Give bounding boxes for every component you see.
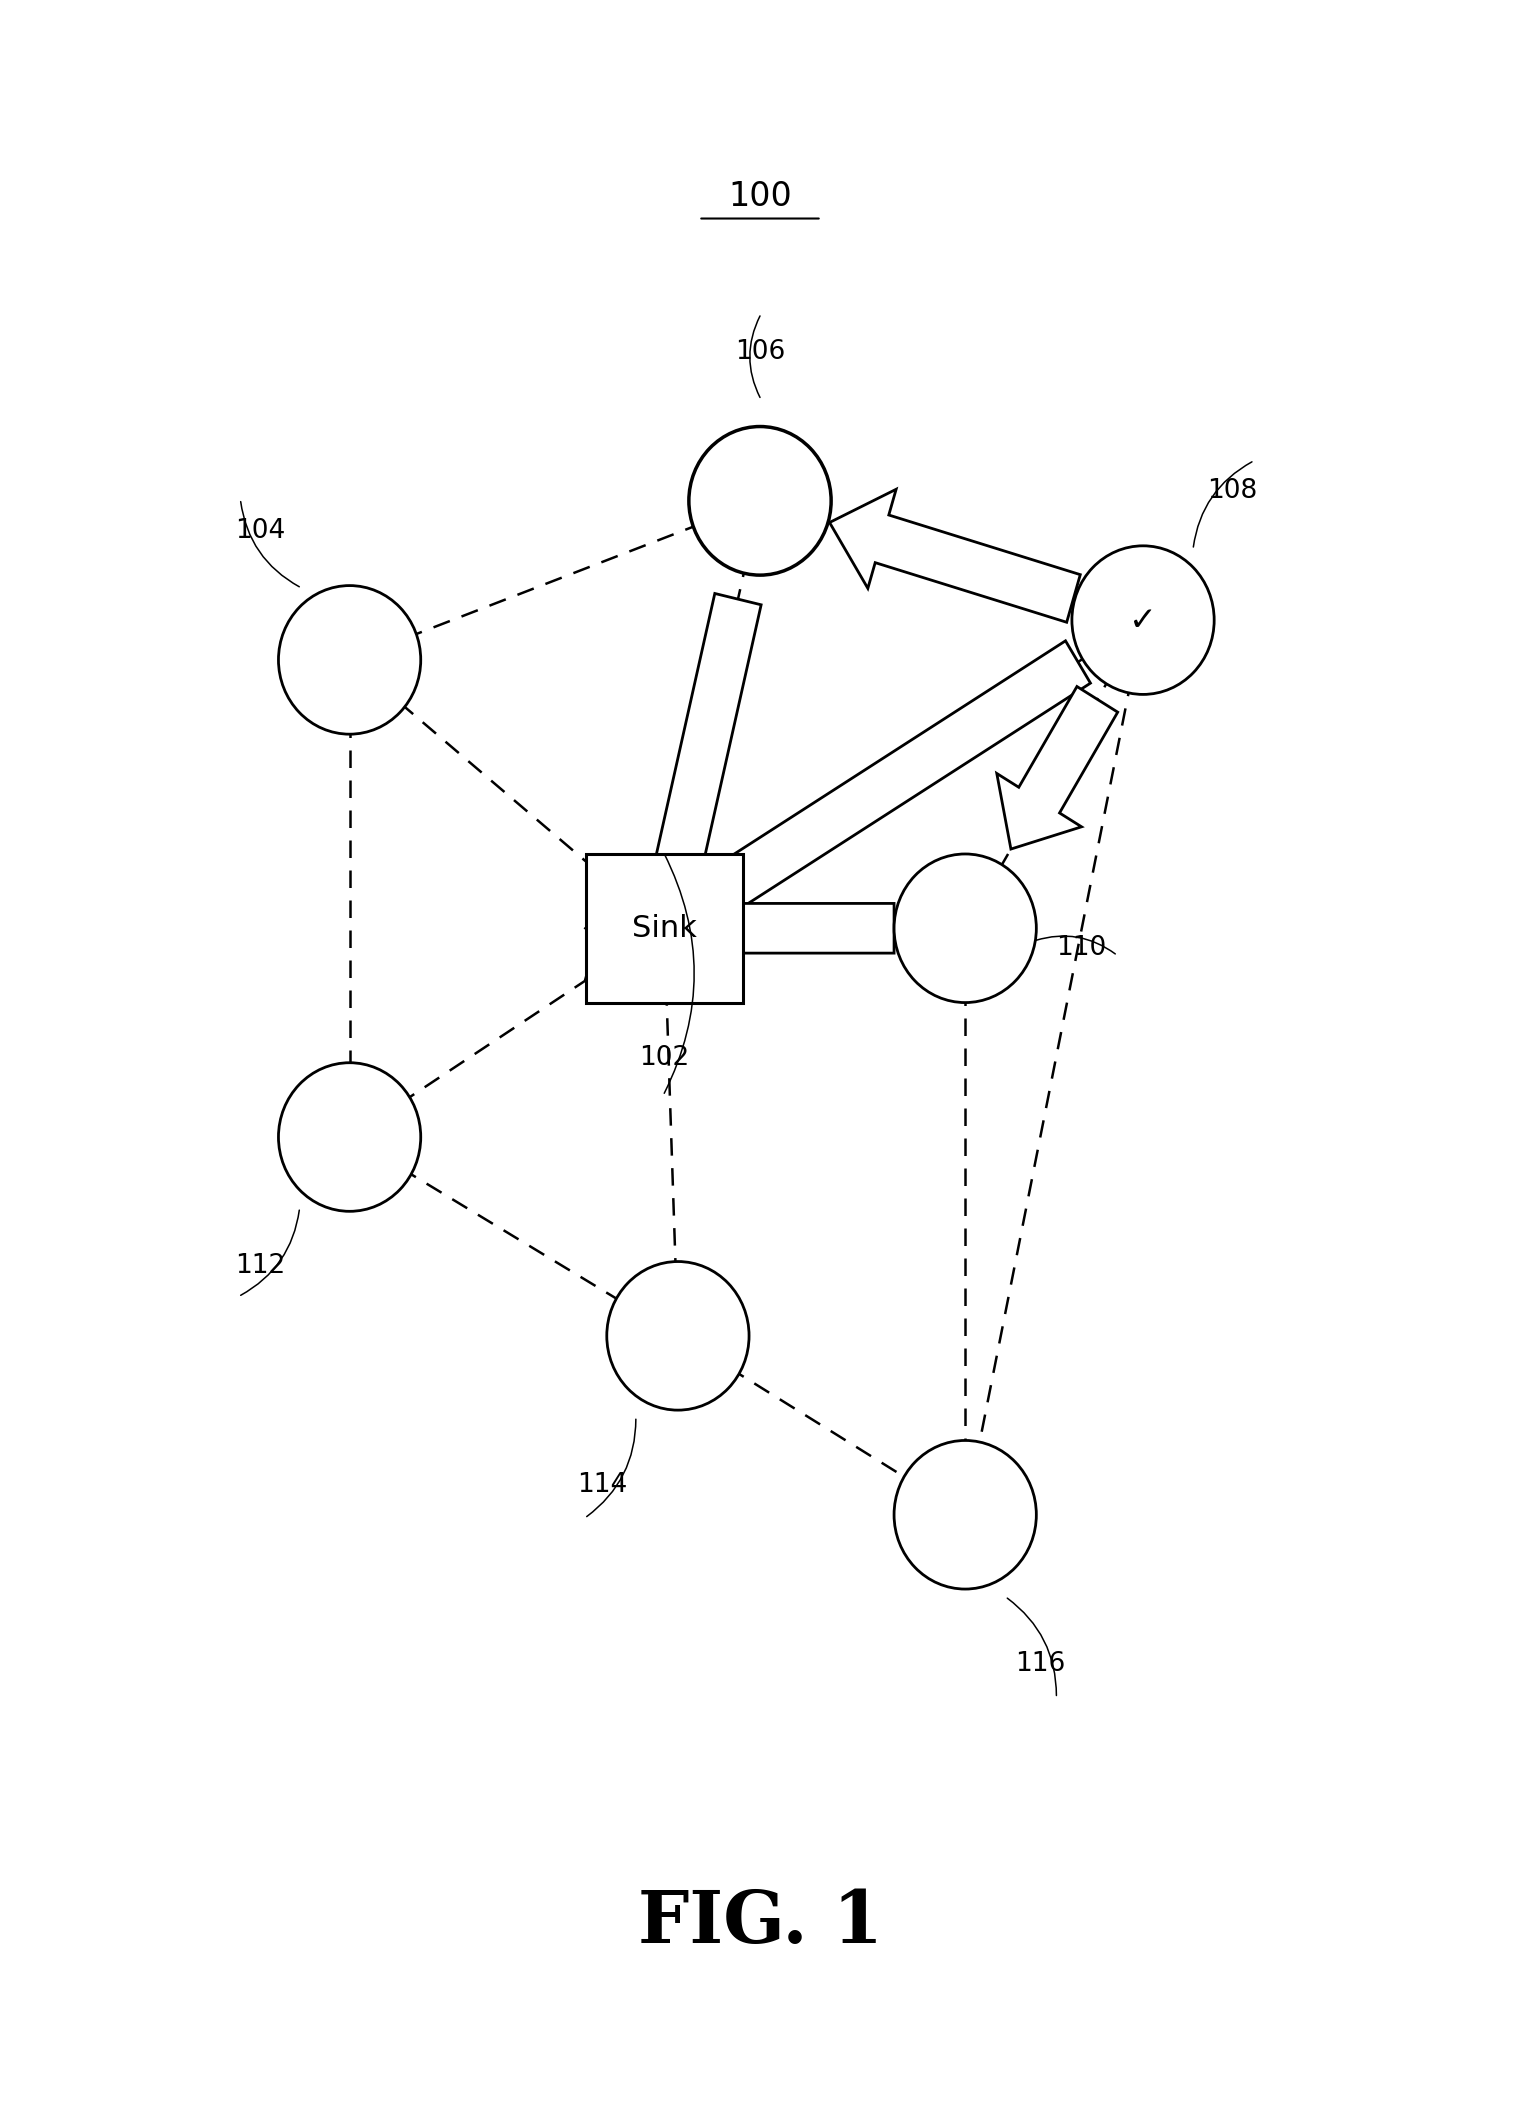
Ellipse shape xyxy=(894,1440,1037,1588)
Text: 104: 104 xyxy=(236,518,286,544)
Text: FIG. 1: FIG. 1 xyxy=(637,1887,883,1958)
Text: 108: 108 xyxy=(1207,478,1257,503)
Text: 106: 106 xyxy=(734,338,786,364)
Text: 110: 110 xyxy=(1056,935,1107,960)
Ellipse shape xyxy=(278,586,421,734)
Polygon shape xyxy=(997,687,1117,848)
Text: 100: 100 xyxy=(728,180,792,214)
Ellipse shape xyxy=(1072,546,1214,694)
Text: 102: 102 xyxy=(638,1045,690,1070)
Polygon shape xyxy=(613,594,762,1003)
Ellipse shape xyxy=(894,854,1037,1003)
Text: 114: 114 xyxy=(578,1472,628,1497)
Ellipse shape xyxy=(278,1062,421,1212)
Text: ✓: ✓ xyxy=(1129,603,1157,637)
Ellipse shape xyxy=(606,1261,749,1411)
Polygon shape xyxy=(585,641,1090,992)
Polygon shape xyxy=(585,876,894,979)
Text: Sink: Sink xyxy=(632,914,696,943)
Ellipse shape xyxy=(689,427,831,575)
Text: 116: 116 xyxy=(1015,1652,1066,1677)
Polygon shape xyxy=(830,489,1081,622)
FancyBboxPatch shape xyxy=(585,854,743,1003)
Text: 112: 112 xyxy=(236,1254,286,1280)
